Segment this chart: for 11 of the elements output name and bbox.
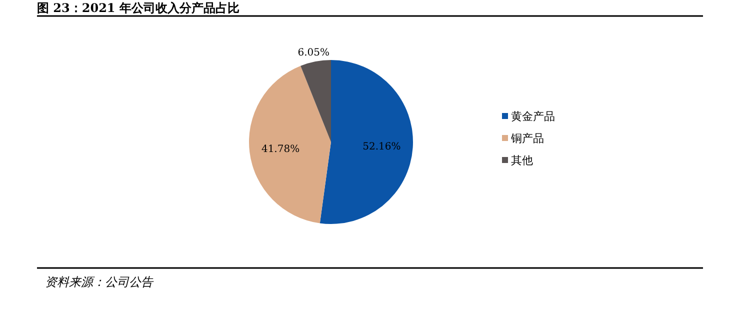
pie-slice <box>320 60 413 224</box>
legend-label: 其他 <box>511 154 533 167</box>
legend-label: 黄金产品 <box>511 110 555 123</box>
pie-slice <box>300 60 331 142</box>
text: 资料来源：公司公告 <box>45 275 154 289</box>
data-label: 6.05% <box>298 48 330 59</box>
text: 图 23：2021 年公司收入分产品占比 <box>37 1 240 15</box>
data-label: 41.78% <box>261 144 300 156</box>
data-label: 52.16% <box>362 141 401 152</box>
legend-label: 铜产品 <box>510 132 544 145</box>
pie-slice <box>249 66 331 224</box>
